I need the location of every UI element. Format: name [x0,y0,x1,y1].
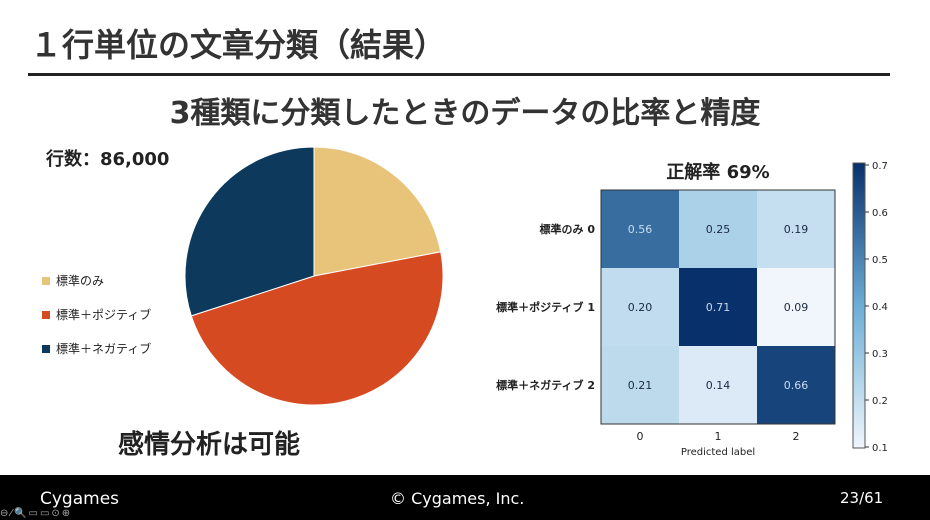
legend-label: 標準＋ネガティブ [56,342,152,356]
slide-controls[interactable]: ⊖⁄🔍▭▭⊙⊕ [0,508,73,519]
colorbar-tick-label: 0.7 [872,161,888,172]
colorbar-tick-label: 0.5 [872,255,888,266]
colorbar-tick-label: 0.3 [872,349,888,360]
legend-item: 標準のみ [42,272,104,289]
y-tick-label: 標準＋ポジティブ 1 [496,300,595,314]
x-tick-label: 1 [715,430,722,443]
cell-value: 0.09 [784,301,809,314]
confusion-matrix: 正解率 69%0.56 0.25 0.190.20 0.71 0.090.21 0.14 0… [496,161,888,458]
cell-value: 0.19 [784,223,809,236]
slide-title: １行単位の文章分類（結果） [30,26,447,64]
heatmap-frame [600,189,836,425]
pie-slice [190,251,444,406]
legend-label: 標準のみ [56,274,105,288]
colorbar-tick-label: 0.2 [872,396,888,407]
pie-slice [184,146,315,317]
cygames-logo: Cygames [40,489,120,509]
colorbar-tick-label: 0.4 [872,302,888,313]
colorbar-tick-label: 0.1 [872,443,888,454]
heatmap-cell [601,190,679,268]
cell-value: 0.71 [706,301,731,314]
cell-value: 0.21 [628,379,653,392]
heatmap-cell [601,346,679,424]
x-tick-label: 2 [793,430,800,443]
row-count: 行数：86,000 [46,149,170,170]
heatmap-cell [757,346,835,424]
heatmap-cell [679,346,757,424]
cell-value: 0.14 [706,379,731,392]
legend-swatch [42,310,50,319]
cell-value: 0.56 [628,223,653,236]
footer-bar: Cygames © Cygames, Inc. 23/61 ⊖⁄🔍▭▭⊙⊕ [0,475,930,520]
conclusion-text: 感情分析は可能 [118,430,301,460]
heatmap-cell [757,190,835,268]
x-axis-label: Predicted label [681,447,755,458]
title-divider [28,73,890,76]
y-tick-label: 標準のみ 0 [540,222,596,236]
x-tick-label: 0 [637,430,644,443]
copyright: © Cygames, Inc. [390,489,525,508]
cell-value: 0.25 [706,223,731,236]
heatmap-cell [601,268,679,346]
legend-swatch [42,276,50,285]
heatmap-cell [679,268,757,346]
legend-swatch [42,344,50,353]
cell-value: 0.20 [628,301,653,314]
y-tick-label: 標準＋ネガティブ 2 [496,378,595,392]
pie-chart [184,146,444,406]
heatmap-cell [757,268,835,346]
pie-slice [313,146,442,277]
colorbar [852,162,866,449]
colorbar-tick-label: 0.6 [872,208,888,219]
slide-subtitle: 3種類に分類したときのデータの比率と精度 [169,96,761,131]
heatmap-cell [679,190,757,268]
legend-item: 標準＋ネガティブ [42,340,151,357]
page-number: 23/61 [840,489,884,507]
legend-label: 標準＋ポジティブ [56,308,152,322]
heatmap-title: 正解率 69% [666,161,769,183]
legend-item: 標準＋ポジティブ [42,306,151,323]
cell-value: 0.66 [784,379,809,392]
